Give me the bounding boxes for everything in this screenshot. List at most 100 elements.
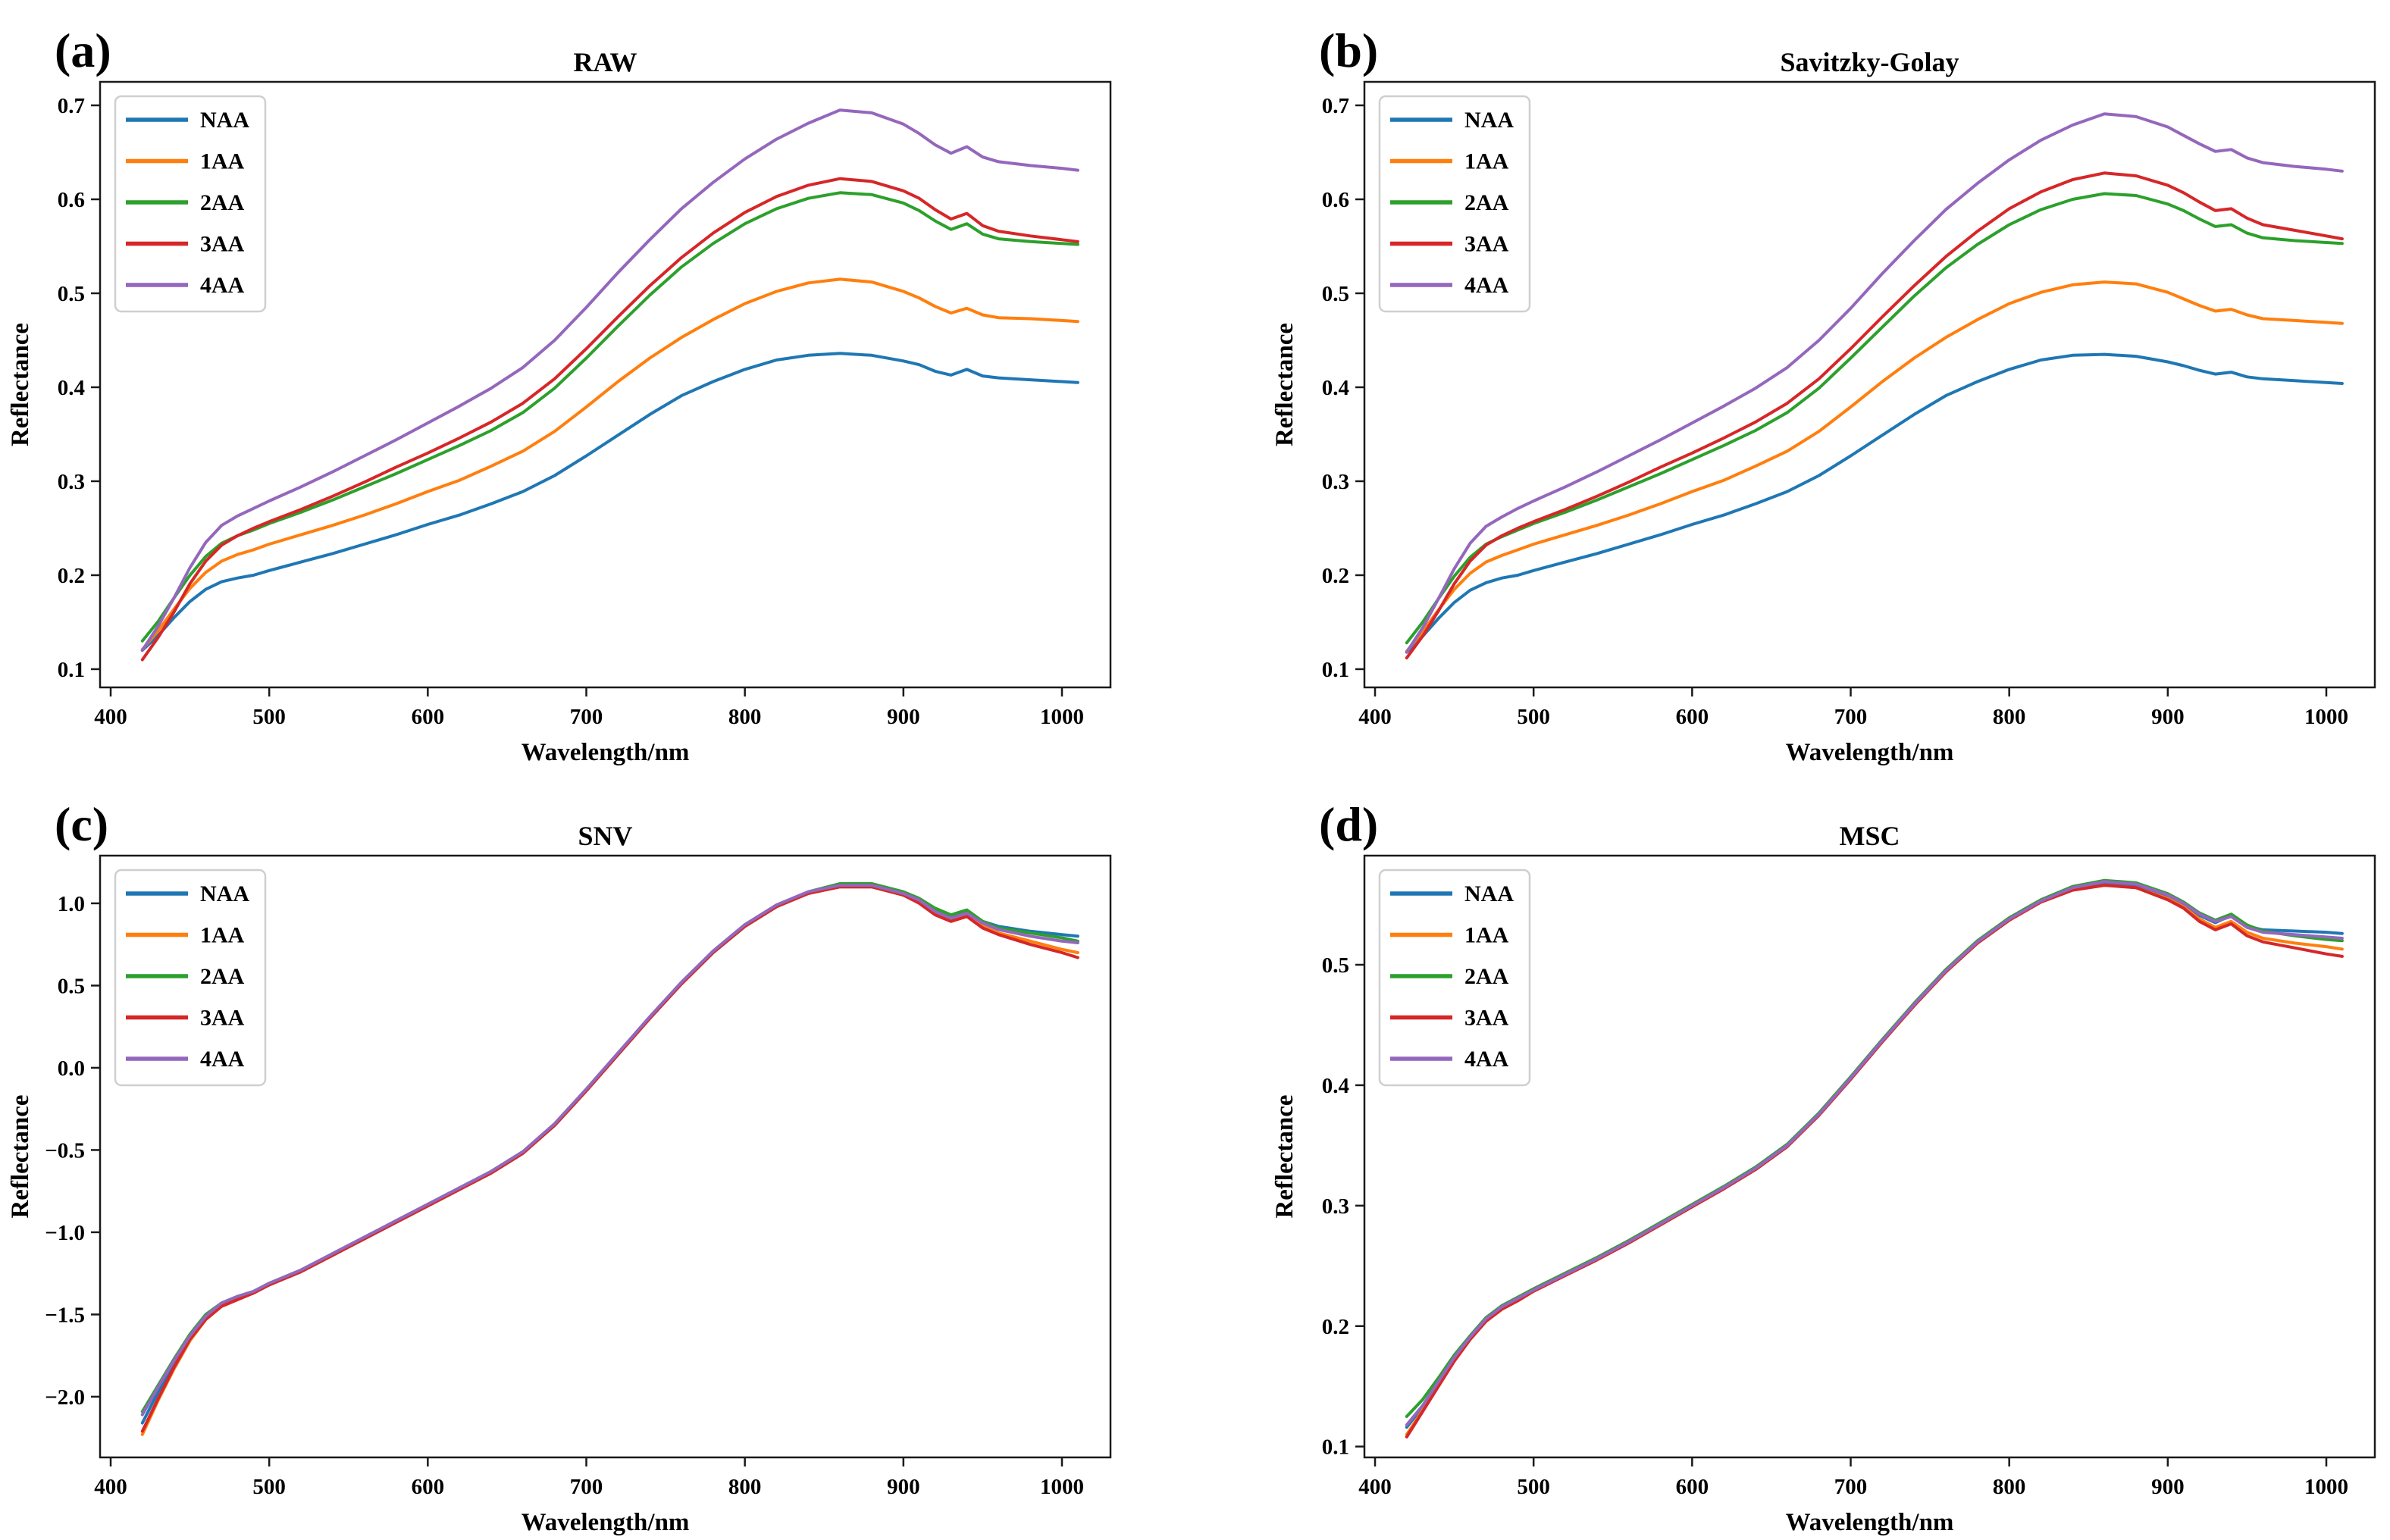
x-tick-label: 1000: [2304, 1475, 2348, 1499]
panel-a-y-axis: 0.7 0.6 0.5 0.4 0.3 0.2 0.1: [58, 94, 100, 682]
x-tick-label: 900: [887, 1475, 920, 1499]
panel-c-xlabel: Wavelength/nm: [522, 1509, 690, 1536]
panel-b-series-2AA: [1405, 192, 2344, 645]
x-tick-label: 500: [252, 705, 286, 729]
y-tick-label: 0.5: [58, 974, 85, 998]
panel-c-series-NAA: [140, 884, 1079, 1425]
panel-c: (c) SNV 400 500 600 700 800 900 1000 1.0 0.5 0.0 −0.…: [7, 797, 1112, 1536]
panel-d-title: MSC: [1840, 821, 1900, 851]
panel-b-series-3AA: [1405, 171, 2344, 660]
legend-box: [114, 95, 267, 313]
panel-d-legend: NAA 1AA 2AA 3AA 4AA: [1378, 869, 1531, 1087]
panel-c-title: SNV: [578, 821, 632, 851]
x-tick-label: 700: [1834, 1475, 1868, 1499]
legend-label-NAA: NAA: [200, 881, 249, 906]
panel-c-letter: (c): [55, 797, 108, 851]
panel-d-letter: (d): [1319, 797, 1378, 851]
panel-a-series-3AA: [140, 177, 1079, 662]
panel-a: (a) RAW 400 500 600 700 800 900 1000 0.7 0.6 0.5 0.4…: [7, 23, 1112, 766]
x-tick-label: 400: [1358, 1475, 1392, 1499]
legend-label-3AA: 3AA: [1464, 232, 1509, 257]
y-tick-label: 0.4: [1322, 376, 1349, 400]
legend-label-1AA: 1AA: [200, 923, 245, 948]
panel-a-xlabel: Wavelength/nm: [522, 739, 690, 766]
legend-label-NAA: NAA: [1464, 108, 1514, 133]
panel-d-x-axis: 400 500 600 700 800 900 1000: [1358, 1457, 2348, 1499]
x-tick-label: 600: [1676, 705, 1709, 729]
panel-a-plot-border: [99, 80, 1112, 689]
panel-a-legend: NAA 1AA 2AA 3AA 4AA: [114, 95, 267, 313]
panel-b-title: Savitzky-Golay: [1780, 47, 1959, 77]
panel-d-series-2AA: [1405, 878, 2344, 1418]
x-tick-label: 700: [570, 705, 603, 729]
legend-label-2AA: 2AA: [200, 190, 245, 215]
x-tick-label: 400: [94, 1475, 127, 1499]
panel-c-y-axis: 1.0 0.5 0.0 −0.5 −1.0 −1.5 −2.0: [45, 892, 100, 1410]
panel-b-plot-border: [1363, 80, 2376, 689]
panel-a-x-axis: 400 500 600 700 800 900 1000: [94, 687, 1084, 729]
panel-b-series-4AA: [1405, 112, 2344, 654]
panel-d: (d) MSC 400 500 600 700 800 900 1000 0.5 0.4 0.3 0.2…: [1271, 797, 2376, 1536]
x-tick-label: 1000: [2304, 705, 2348, 729]
legend-box: [114, 869, 267, 1087]
legend-label-2AA: 2AA: [1464, 964, 1509, 989]
panel-c-series-2AA: [140, 881, 1079, 1413]
y-tick-label: 0.7: [58, 94, 85, 118]
x-tick-label: 700: [570, 1475, 603, 1499]
panel-b-x-axis: 400 500 600 700 800 900 1000: [1358, 687, 2348, 729]
x-tick-label: 800: [728, 1475, 762, 1499]
panel-a-series-1AA: [140, 277, 1079, 651]
legend-label-4AA: 4AA: [1464, 1047, 1509, 1072]
panel-b-letter: (b): [1319, 23, 1378, 77]
y-tick-label: 0.7: [1322, 94, 1349, 118]
panel-c-plot-border: [99, 854, 1112, 1459]
panel-a-series-4AA: [140, 108, 1079, 653]
x-tick-label: 600: [412, 1475, 445, 1499]
panel-a-ylabel: Reflectance: [7, 323, 34, 446]
x-tick-label: 800: [1993, 705, 2026, 729]
legend-label-1AA: 1AA: [200, 149, 245, 174]
y-tick-label: −0.5: [45, 1138, 85, 1163]
legend-label-4AA: 4AA: [200, 1047, 245, 1072]
panel-a-title: RAW: [573, 47, 637, 77]
y-tick-label: 0.0: [58, 1056, 85, 1081]
x-tick-label: 900: [2151, 705, 2185, 729]
y-tick-label: 0.5: [1322, 953, 1349, 978]
y-tick-label: 0.3: [58, 470, 85, 494]
y-tick-label: −2.0: [45, 1385, 85, 1410]
y-tick-label: 1.0: [58, 892, 85, 916]
panel-b: (b) Savitzky-Golay 400 500 600 700 800 900 1000 0…: [1271, 23, 2376, 766]
x-tick-label: 800: [1993, 1475, 2026, 1499]
x-tick-label: 500: [1517, 705, 1550, 729]
x-tick-label: 500: [1517, 1475, 1550, 1499]
legend-label-3AA: 3AA: [200, 1006, 245, 1031]
y-tick-label: −1.5: [45, 1303, 85, 1327]
legend-box: [1378, 869, 1531, 1087]
panel-a-series-NAA: [140, 352, 1079, 653]
panel-b-xlabel: Wavelength/nm: [1786, 739, 1954, 766]
panel-d-y-axis: 0.5 0.4 0.3 0.2 0.1: [1322, 953, 1364, 1460]
panel-d-series-NAA: [1405, 881, 2344, 1429]
x-tick-label: 500: [252, 1475, 286, 1499]
y-tick-label: 0.4: [1322, 1074, 1349, 1098]
panel-d-ylabel: Reflectance: [1271, 1094, 1298, 1218]
y-tick-label: 0.3: [1322, 1194, 1349, 1219]
legend-box: [1378, 95, 1531, 313]
panel-c-series-1AA: [140, 885, 1079, 1436]
panel-b-y-axis: 0.7 0.6 0.5 0.4 0.3 0.2 0.1: [1322, 94, 1364, 682]
x-tick-label: 900: [2151, 1475, 2185, 1499]
panel-c-series-4AA: [140, 884, 1079, 1416]
x-tick-label: 600: [412, 705, 445, 729]
panel-b-series-NAA: [1405, 352, 2344, 654]
y-tick-label: 0.2: [1322, 564, 1349, 588]
y-tick-label: 0.3: [1322, 470, 1349, 494]
y-tick-label: 0.1: [1322, 1435, 1349, 1460]
x-tick-label: 600: [1676, 1475, 1709, 1499]
y-tick-label: 0.6: [58, 188, 85, 212]
y-tick-label: 0.5: [58, 282, 85, 306]
panel-c-x-axis: 400 500 600 700 800 900 1000: [94, 1457, 1084, 1499]
legend-label-1AA: 1AA: [1464, 149, 1509, 174]
